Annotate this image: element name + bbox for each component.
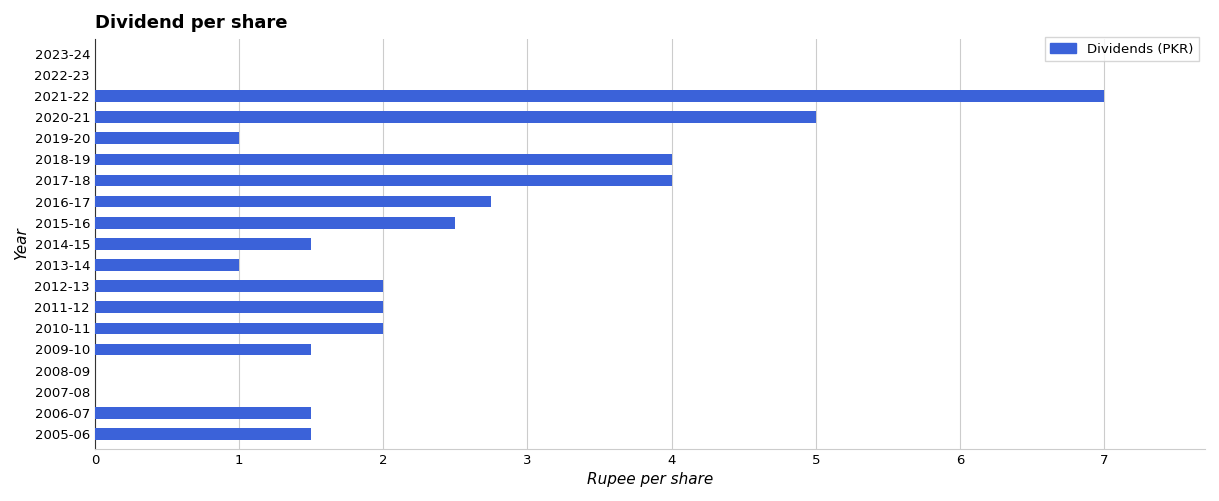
Text: Dividend per share: Dividend per share [95,14,288,32]
Bar [95,259,239,271]
Bar [95,407,311,419]
Bar [95,90,1104,102]
Legend: Dividends (PKR): Dividends (PKR) [1045,38,1198,61]
Bar [95,175,672,186]
Bar [95,111,816,123]
Bar [95,238,311,249]
Bar [95,217,456,228]
Y-axis label: Year: Year [13,227,29,260]
Bar [95,323,383,334]
Bar [95,132,239,144]
Bar [95,302,383,313]
X-axis label: Rupee per share: Rupee per share [586,472,713,487]
Bar [95,196,491,207]
Bar [95,280,383,292]
Bar [95,428,311,440]
Bar [95,344,311,355]
Bar [95,154,672,165]
